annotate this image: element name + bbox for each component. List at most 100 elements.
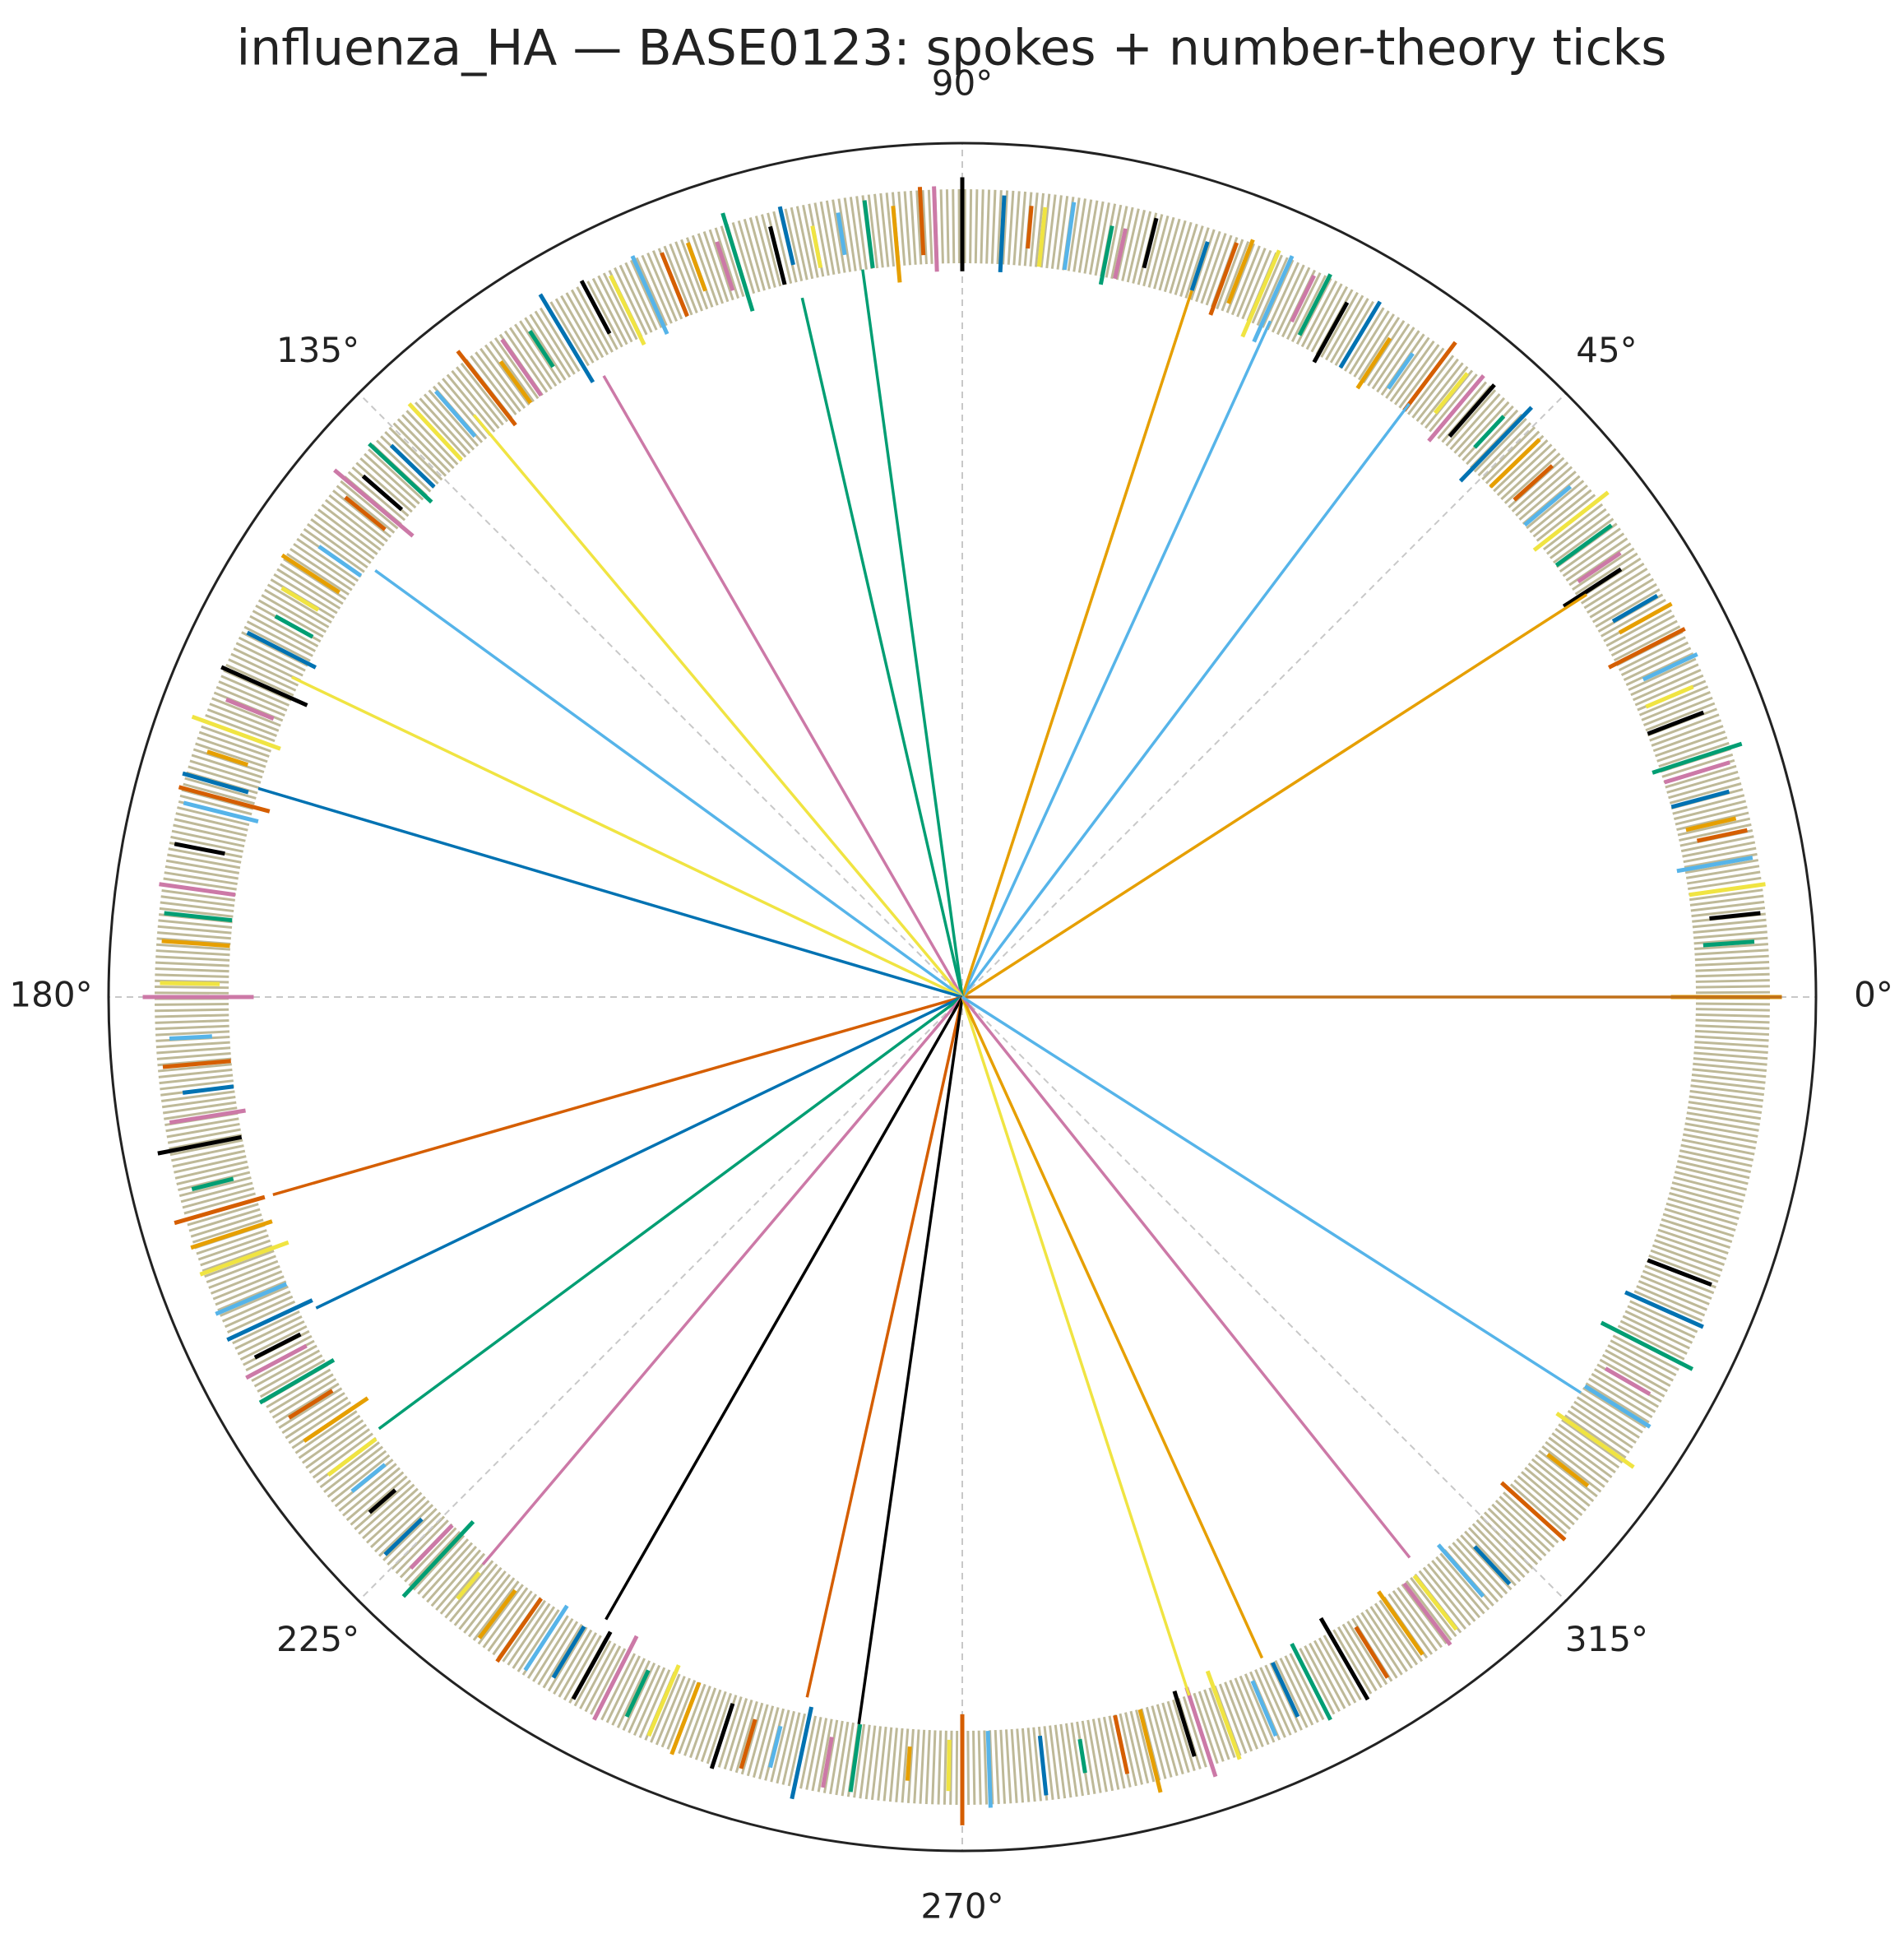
spoke xyxy=(961,996,1191,1696)
ring-tick xyxy=(1252,255,1295,343)
spoke xyxy=(315,995,963,1310)
grid-line xyxy=(358,996,963,1602)
ring-tick xyxy=(768,225,787,285)
ring-tick xyxy=(160,981,220,986)
ring-tick xyxy=(174,1194,266,1226)
angle-tick-label: 0° xyxy=(1854,975,1893,1015)
ring-tick xyxy=(592,1635,639,1721)
ring-tick xyxy=(917,187,926,256)
ring-tick xyxy=(164,911,233,923)
ring-tick xyxy=(456,1571,481,1601)
ring-tick xyxy=(401,1519,475,1598)
ring-tick xyxy=(528,330,555,369)
ring-tick xyxy=(1473,415,1506,449)
ring-tick xyxy=(317,545,363,578)
ring-tick xyxy=(162,1059,231,1069)
ring-tick xyxy=(1062,202,1077,271)
ring-tick xyxy=(1652,741,1743,775)
ring-tick xyxy=(1402,1582,1452,1647)
ring-tick xyxy=(1546,1453,1590,1488)
ring-tick xyxy=(579,280,612,335)
ring-tick xyxy=(409,1524,454,1570)
ring-tick xyxy=(1077,1738,1087,1774)
ring-tick xyxy=(1172,1691,1197,1757)
ring-tick xyxy=(169,1108,246,1125)
ring-tick xyxy=(720,212,755,312)
spoke xyxy=(961,402,1411,999)
ring-tick xyxy=(1709,911,1761,921)
ring-tick xyxy=(646,1664,681,1737)
ring-tick xyxy=(157,1134,243,1156)
spoke xyxy=(378,995,964,1431)
ring-tick xyxy=(1412,1574,1458,1631)
spoke xyxy=(857,996,964,1725)
ring-tick xyxy=(1026,206,1034,249)
ring-tick xyxy=(407,402,464,461)
ring-tick xyxy=(523,1604,569,1672)
ring-tick xyxy=(1676,856,1753,874)
spoke xyxy=(961,320,1272,998)
spoke xyxy=(961,593,1588,999)
ring-tick xyxy=(932,186,939,272)
ring-tick xyxy=(1338,300,1383,369)
ring-tick xyxy=(174,842,225,856)
ring-tick xyxy=(206,749,249,768)
angle-tick-label: 180° xyxy=(9,975,92,1015)
ring-tick xyxy=(344,495,387,531)
ring-tick xyxy=(1354,1626,1390,1679)
ring-tick xyxy=(1670,789,1730,809)
ring-tick xyxy=(1618,601,1673,635)
ring-tick xyxy=(1554,523,1613,568)
ring-tick xyxy=(1113,228,1128,280)
ring-tick xyxy=(1608,627,1686,670)
grid-line xyxy=(961,392,1567,998)
ring-tick xyxy=(383,1517,424,1556)
ring-tick xyxy=(1513,464,1554,502)
ring-tick xyxy=(1250,1680,1278,1737)
spoke xyxy=(805,996,964,1698)
spoke xyxy=(257,786,963,999)
ring-tick xyxy=(246,630,317,670)
ring-tick xyxy=(709,1703,735,1769)
spoke xyxy=(861,269,964,998)
spoke xyxy=(602,375,964,998)
ring-tick xyxy=(361,474,404,512)
ring-tick xyxy=(1500,1481,1567,1542)
ring-tick xyxy=(1312,301,1350,364)
ring-tick xyxy=(862,200,875,269)
outer-circle xyxy=(107,141,1818,1853)
ring-tick xyxy=(821,1737,834,1788)
ring-tick xyxy=(609,274,646,346)
ring-tick xyxy=(1685,816,1737,833)
ring-tick xyxy=(998,195,1007,273)
spoke xyxy=(961,290,1193,998)
ring-tick xyxy=(1562,567,1623,609)
ring-tick xyxy=(1583,1384,1652,1429)
ring-tick xyxy=(1604,1366,1652,1396)
ring-tick xyxy=(253,1332,302,1360)
ring-tick xyxy=(1523,485,1573,527)
ring-tick xyxy=(1205,1670,1242,1760)
ring-tick xyxy=(1189,241,1210,291)
ring-tick xyxy=(1402,341,1457,412)
ring-tick xyxy=(905,1746,912,1781)
spoke xyxy=(961,995,1411,1559)
spoke xyxy=(272,995,963,1197)
ring-tick xyxy=(183,800,259,823)
angle-tick-label: 135° xyxy=(276,330,359,370)
ring-tick xyxy=(1458,406,1534,483)
ring-tick xyxy=(1386,352,1415,390)
ring-tick xyxy=(350,1463,387,1493)
ring-tick xyxy=(333,468,415,538)
ring-tick xyxy=(199,1240,290,1277)
ring-tick xyxy=(1137,1709,1163,1793)
spoke xyxy=(374,568,964,999)
ring-tick xyxy=(1647,710,1705,736)
ring-tick xyxy=(368,442,433,504)
ring-tick xyxy=(191,714,281,751)
ring-tick xyxy=(1037,1735,1049,1796)
ring-tick xyxy=(1473,1545,1512,1586)
ring-tick xyxy=(1702,939,1755,948)
ring-tick xyxy=(456,350,517,427)
